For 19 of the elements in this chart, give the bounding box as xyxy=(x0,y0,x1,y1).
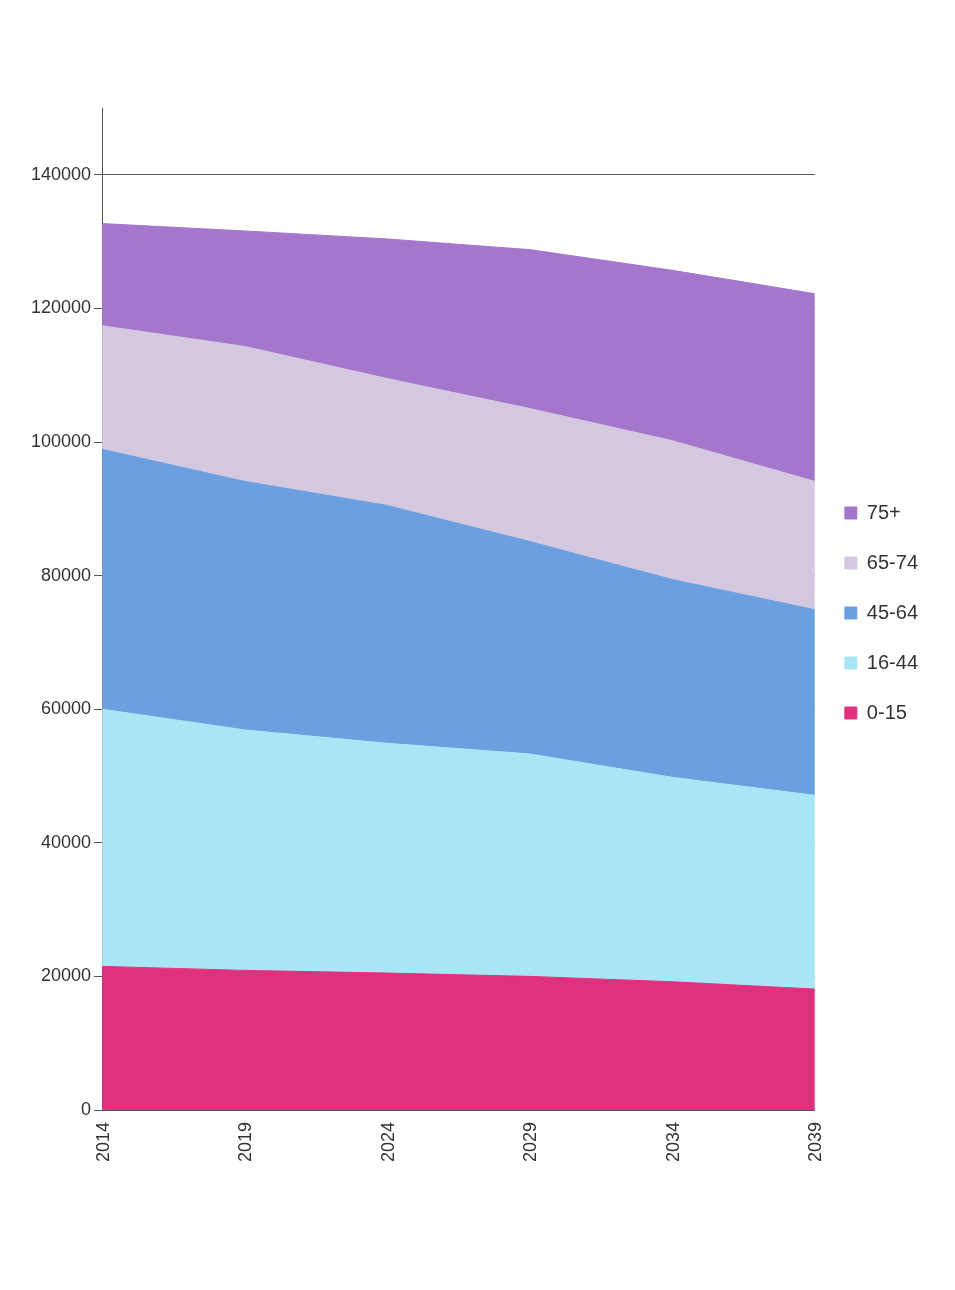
legend-label: 45-64 xyxy=(866,600,918,623)
legend-label: 75+ xyxy=(866,500,901,523)
y-tick-label: 120000 xyxy=(30,297,92,318)
x-tick-label: 2024 xyxy=(377,1122,398,1163)
x-tick-label: 2034 xyxy=(662,1122,683,1163)
y-tick-label: 80000 xyxy=(41,564,92,585)
x-tick-label: 2014 xyxy=(92,1122,113,1163)
legend-label: 0-15 xyxy=(866,700,907,723)
y-tick-label: 0 xyxy=(81,1098,92,1119)
legend-label: 65-74 xyxy=(866,550,918,573)
x-tick-label: 2039 xyxy=(805,1122,826,1163)
y-tick-label: 140000 xyxy=(30,163,92,184)
x-tick-label: 2029 xyxy=(520,1122,541,1163)
y-tick-label: 60000 xyxy=(41,698,92,719)
y-tick-label: 20000 xyxy=(41,965,92,986)
y-tick-label: 100000 xyxy=(30,430,92,451)
x-tick-label: 2019 xyxy=(235,1122,256,1163)
y-tick-label: 40000 xyxy=(41,831,92,852)
legend-label: 16-44 xyxy=(866,650,918,673)
